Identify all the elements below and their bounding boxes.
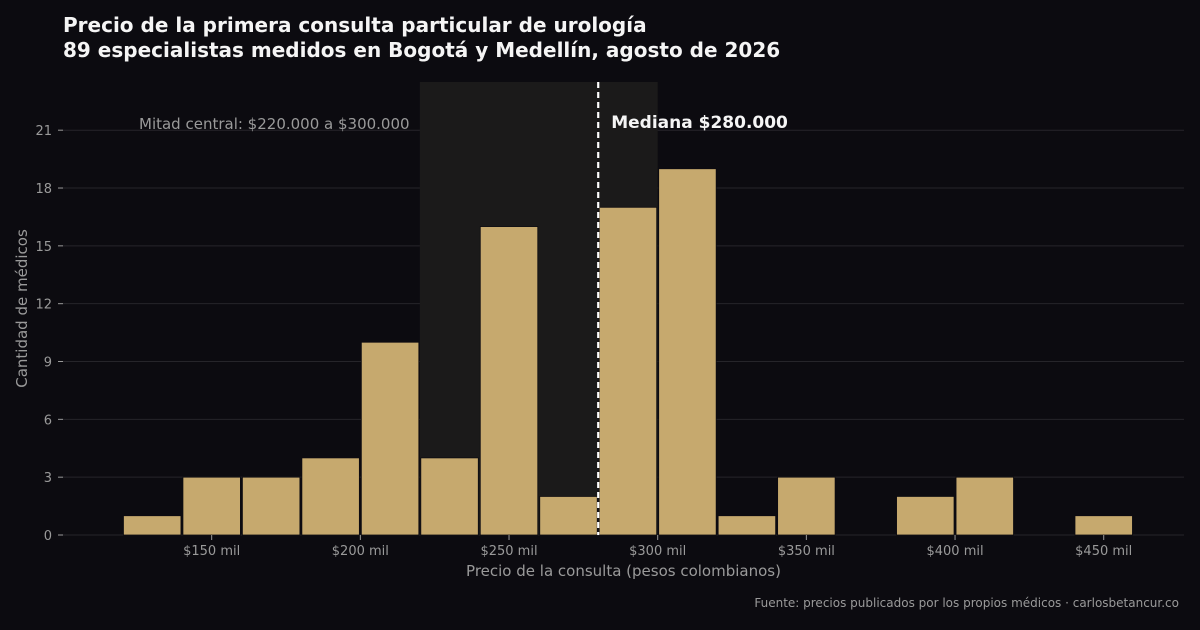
median-label: Mediana $280.000: [611, 113, 788, 133]
histogram-bar: [182, 476, 241, 536]
y-tick-label: 18: [35, 182, 52, 197]
y-tick-label: 12: [35, 298, 52, 313]
iqr-label: Mitad central: $220.000 a $300.000: [139, 115, 410, 133]
histogram-bar: [479, 226, 539, 536]
x-tick-label: $250 mil: [480, 544, 537, 559]
y-tick-label: 6: [44, 413, 52, 428]
histogram-bar: [717, 515, 777, 536]
histogram-bar: [896, 496, 955, 536]
y-axis: 0 3 6 9 12 15 18 21: [35, 124, 63, 544]
x-axis-label: Precio de la consulta (pesos colombianos…: [466, 562, 781, 580]
y-axis-label: Cantidad de médicos: [13, 229, 31, 388]
y-tick-label: 15: [35, 240, 52, 255]
y-tick-label: 0: [44, 529, 52, 544]
histogram-bar: [420, 457, 479, 536]
x-tick-label: $200 mil: [332, 544, 389, 559]
chart-subtitle: 89 especialistas medidos en Bogotá y Med…: [63, 38, 781, 62]
y-tick-label: 3: [44, 471, 52, 486]
x-axis: $150 mil $200 mil $250 mil $300 mil $350 mil…: [183, 535, 1132, 559]
bars: [123, 168, 1133, 536]
histogram-bar: [1074, 515, 1133, 536]
x-tick-label: $300 mil: [629, 544, 686, 559]
x-tick-label: $400 mil: [926, 544, 983, 559]
histogram-bar: [242, 476, 301, 536]
chart-title: Precio de la primera consulta particular…: [63, 13, 647, 37]
histogram-bar: [360, 341, 420, 536]
histogram-bar: [658, 168, 717, 536]
x-tick-label: $450 mil: [1075, 544, 1132, 559]
histogram-bar: [539, 496, 598, 536]
x-tick-label: $350 mil: [778, 544, 835, 559]
source-note: Fuente: precios publicados por los propi…: [754, 596, 1179, 610]
y-tick-label: 9: [44, 356, 52, 371]
histogram-bar: [598, 206, 658, 536]
histogram-bar: [777, 476, 836, 536]
y-tick-label: 21: [35, 124, 52, 139]
histogram-bar: [955, 476, 1014, 536]
histogram-bar: [301, 457, 360, 536]
chart-title-block: Precio de la primera consulta particular…: [63, 13, 780, 63]
x-tick-label: $150 mil: [183, 544, 240, 559]
histogram-bar: [123, 515, 182, 536]
